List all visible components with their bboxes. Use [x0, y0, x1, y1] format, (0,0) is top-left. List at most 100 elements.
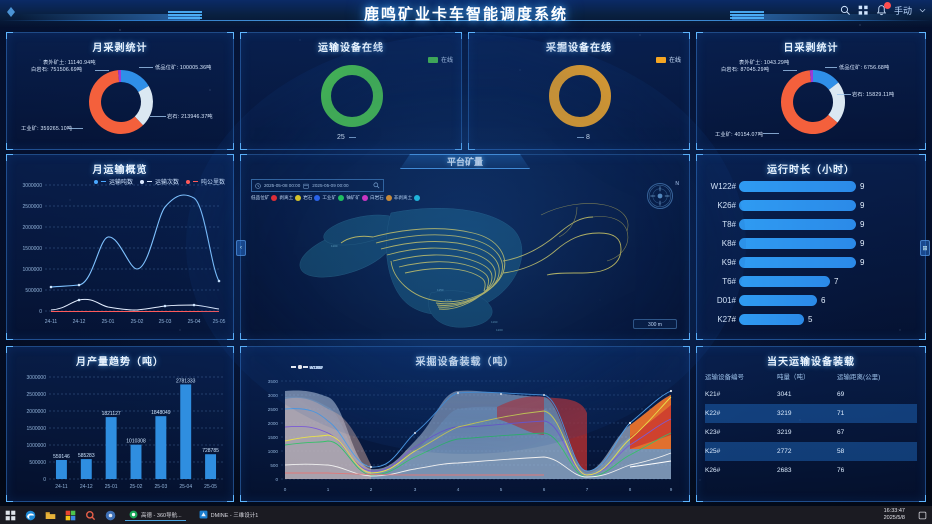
search-icon[interactable] — [840, 5, 851, 16]
panel-mining-online: 采掘设备在线 在线 8 — [468, 32, 690, 150]
table-cell: 76 — [836, 467, 845, 474]
runtime-row-value: 9 — [860, 238, 865, 248]
notification-badge — [883, 2, 891, 9]
map-side-panel-toggle-left[interactable]: ‹ — [236, 240, 246, 256]
bar — [180, 384, 192, 479]
table-cell: 3219 — [776, 429, 792, 436]
mining-online-value: 8 — [586, 134, 590, 141]
store-app-icon[interactable] — [65, 510, 76, 521]
bar — [105, 417, 117, 479]
svg-text:1500000: 1500000 — [23, 246, 43, 252]
panel-title: 运输设备在线 — [318, 43, 384, 54]
runtime-row-bar — [739, 237, 856, 249]
bell-icon[interactable] — [876, 2, 891, 16]
bar-value-label: 1821127 — [102, 411, 121, 417]
donut-label-4: 工业矿: 40154.07吨 — [715, 132, 764, 138]
map-title: 平台矿量 — [400, 154, 530, 169]
legend-item-0[interactable]: 低品位矿 — [251, 195, 270, 200]
date-from-value[interactable]: 2025-05-08 00:00 — [264, 183, 301, 188]
date-to-value[interactable]: 2025-05-09 00:00 — [312, 183, 349, 188]
legend-item-label: W123# — [309, 364, 323, 370]
svg-text:5: 5 — [500, 487, 503, 492]
table-row[interactable]: K23# 3219 67 — [705, 423, 917, 442]
donut-leader-4 — [69, 128, 83, 129]
panel-title: 月产量趋势（吨） — [76, 357, 164, 368]
legend-dot-6 — [414, 195, 421, 201]
svg-text:1150: 1150 — [437, 288, 444, 292]
svg-text:25-03: 25-03 — [159, 319, 172, 325]
legend-item-3[interactable]: 工业矿 — [322, 195, 337, 200]
legend-item-0[interactable]: 运输吨数 — [93, 177, 133, 186]
grid-icon[interactable] — [858, 5, 869, 16]
svg-text:25-03: 25-03 — [154, 484, 167, 490]
legend-item-4[interactable]: 铀矿矿 — [346, 195, 360, 200]
donut-leader-3 — [150, 116, 166, 117]
svg-text:2500: 2500 — [268, 407, 279, 412]
table-cell: 2772 — [776, 448, 792, 455]
legend-item-6[interactable]: 非剥离土 — [393, 195, 413, 200]
legend-color-swatch — [655, 56, 666, 63]
table-row[interactable]: K22# 3219 71 — [705, 404, 917, 423]
donut-leader-1 — [95, 70, 109, 71]
user-mode-label[interactable]: 手动 — [893, 6, 912, 16]
dashboard-side-toggle[interactable]: ⊞ — [920, 240, 930, 256]
monthly-mining-donut-chart — [89, 69, 153, 134]
table-row[interactable]: K21# 3041 69 — [705, 385, 917, 404]
mine-pit-map[interactable]: 1150 1170 1190 1200 1100 — [241, 175, 691, 339]
table-row[interactable]: K26# 2683 76 — [705, 461, 917, 480]
map-scale-bar: 300 m — [633, 319, 677, 329]
taskbar-clock[interactable]: 16:33:47 2025/5/8 — [884, 508, 905, 522]
notification-center-icon[interactable] — [918, 511, 927, 520]
taskbar-window-0[interactable]: 高德 - 360导航... — [125, 509, 186, 521]
compass-icon[interactable] — [647, 183, 673, 209]
panel-platform-map[interactable]: 平台矿量 2025-05-08 00:00 2025-05-09 00:00 低… — [236, 154, 691, 340]
table-row[interactable]: K25# 2772 58 — [705, 442, 917, 461]
mining-online-legend: 在线 — [655, 55, 681, 64]
svg-text:25-02: 25-02 — [131, 319, 144, 325]
svg-text:1500: 1500 — [268, 435, 279, 440]
panel-daily-mining: 日采剥统计 表外矿土: 1043.29吨 白岩石: 87045.29吨 低品位矿… — [696, 32, 926, 150]
svg-text:3500: 3500 — [268, 379, 279, 384]
donut-label-2: 低品位矿: 6756.68吨 — [839, 65, 890, 71]
map-date-range-picker[interactable]: 2025-05-08 00:00 2025-05-09 00:00 — [251, 179, 384, 192]
table-cell: K25# — [705, 448, 721, 455]
chevron-down-icon[interactable] — [919, 7, 926, 14]
search-app-icon[interactable] — [85, 510, 96, 521]
start-button[interactable] — [5, 510, 16, 521]
search-icon[interactable] — [373, 182, 380, 189]
legend-item-label: W132# — [309, 364, 323, 370]
svg-text:25-01: 25-01 — [105, 484, 118, 490]
runtime-row-value: 9 — [860, 200, 865, 210]
table-cell: K21# — [705, 391, 721, 398]
donut-leader-2 — [825, 67, 837, 68]
legend-item-5[interactable]: 白岩石 — [369, 195, 384, 200]
panel-title: 采掘设备在线 — [546, 43, 612, 54]
bar-value-label: 2781333 — [176, 378, 196, 384]
donut-label-3: 岩石: 15829.11吨 — [852, 92, 895, 98]
donut-leader-3 — [837, 94, 851, 95]
legend-item-label: W133# — [309, 364, 323, 370]
runtime-row: T8# 9 — [703, 217, 864, 231]
edge-browser-icon[interactable] — [25, 510, 36, 521]
legend-item-2[interactable]: 岩石 — [303, 195, 313, 200]
table-column-header: 运输距离(公里) — [836, 374, 881, 381]
svg-text:1: 1 — [327, 487, 330, 492]
donut-leader-1 — [783, 70, 797, 71]
svg-text:1000: 1000 — [268, 449, 279, 454]
taskbar-window-1[interactable]: DMINE - 三维设计1 — [195, 509, 263, 521]
donut-leader-2 — [139, 67, 153, 68]
media-app-icon[interactable] — [105, 510, 116, 521]
svg-text:24-11: 24-11 — [45, 319, 58, 325]
file-explorer-icon[interactable] — [45, 510, 56, 521]
legend-item[interactable]: W101# — [291, 365, 323, 370]
header-wing-left — [20, 14, 200, 20]
panel-title: 日采剥统计 — [783, 43, 839, 54]
bar-value-label: 728785 — [202, 448, 219, 454]
header-decor-left — [168, 10, 202, 20]
compass-north-label: N — [675, 181, 679, 187]
legend-item-2[interactable]: 吨公里数 — [185, 177, 225, 186]
legend-item-1[interactable]: 剥离土 — [279, 195, 294, 200]
svg-text:500000: 500000 — [25, 288, 42, 294]
header-divider — [0, 20, 932, 21]
legend-item-1[interactable]: 运输次数 — [139, 177, 179, 186]
